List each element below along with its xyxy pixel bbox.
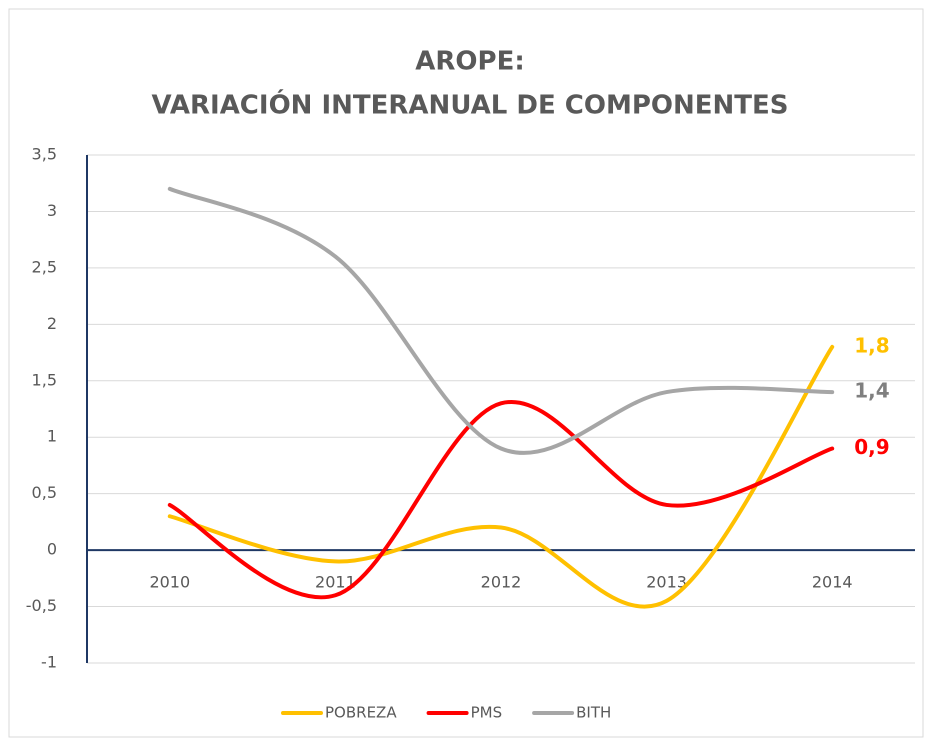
y-tick-label: 0 bbox=[47, 540, 57, 559]
y-tick-label: 1 bbox=[47, 427, 57, 446]
legend-label: POBREZA bbox=[325, 704, 397, 722]
data-label: 0,9 bbox=[854, 435, 889, 459]
chart-title: VARIACIÓN INTERANUAL DE COMPONENTES bbox=[152, 89, 789, 121]
y-tick-label: 3 bbox=[47, 201, 57, 220]
legend-label: BITH bbox=[576, 704, 611, 722]
x-tick-label: 2010 bbox=[149, 573, 190, 592]
y-tick-label: 2,5 bbox=[32, 257, 57, 276]
chart-border bbox=[8, 8, 924, 738]
legend-label: PMS bbox=[471, 704, 503, 722]
y-tick-label: 3,5 bbox=[32, 145, 57, 164]
y-tick-label: -0,5 bbox=[26, 596, 57, 615]
x-tick-label: 2013 bbox=[646, 573, 687, 592]
line bbox=[167, 399, 835, 600]
x-tick-label: 2011 bbox=[315, 573, 356, 592]
x-tick-label: 2012 bbox=[481, 573, 522, 592]
y-tick-label: 0,5 bbox=[32, 483, 57, 502]
data-label: 1,8 bbox=[854, 333, 889, 357]
chart-title: AROPE: bbox=[415, 47, 524, 77]
x-tick-label: 2014 bbox=[812, 573, 853, 592]
line bbox=[167, 344, 835, 609]
y-tick-label: 2 bbox=[47, 314, 57, 333]
y-tick-label: 1,5 bbox=[32, 370, 57, 389]
y-tick-label: -1 bbox=[41, 653, 57, 672]
data-label: 1,4 bbox=[854, 379, 889, 403]
line bbox=[167, 186, 835, 455]
